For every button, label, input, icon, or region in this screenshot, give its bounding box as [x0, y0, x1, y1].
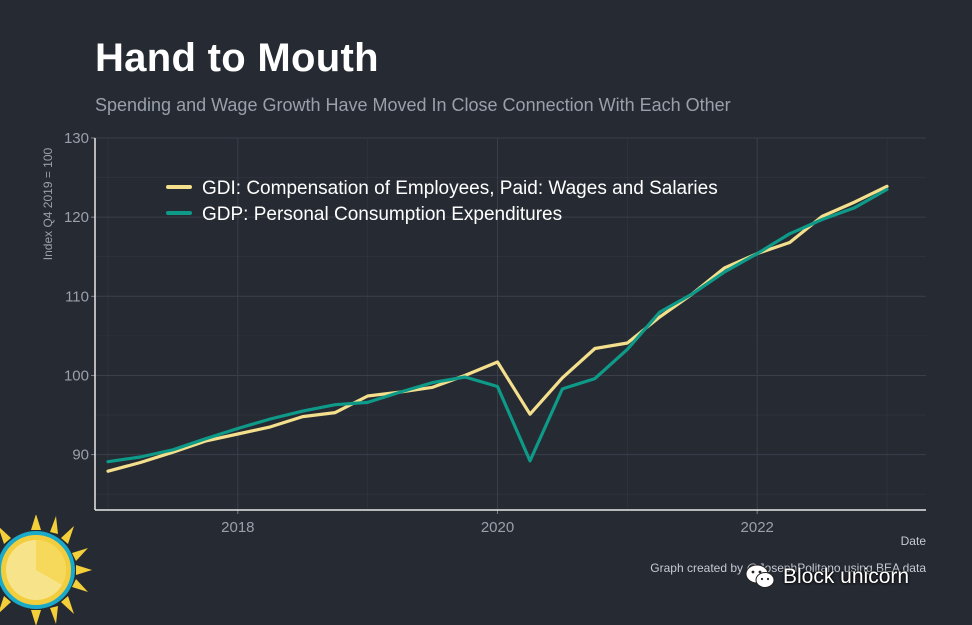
- chart-credit: Graph created by @JosephPolitano using B…: [650, 561, 926, 575]
- legend-label: GDI: Compensation of Employees, Paid: Wa…: [202, 178, 718, 199]
- y-tick-label: 100: [64, 367, 89, 384]
- y-tick-label: 120: [64, 209, 89, 226]
- wechat-icon: [745, 564, 775, 588]
- legend: GDI: Compensation of Employees, Paid: Wa…: [166, 178, 718, 225]
- watermark: Block unicorn: [745, 564, 909, 590]
- x-tick-label: 2022: [741, 519, 774, 536]
- axes: 90 100 110 120 130 2018 2020 2022 Index Q4 2019 …: [41, 130, 926, 548]
- series-lines: [106, 184, 889, 473]
- sun-logo-icon: [0, 515, 92, 625]
- y-tick-label: 90: [72, 447, 89, 464]
- x-tick-label: 2020: [481, 519, 514, 536]
- legend-label: GDP: Personal Consumption Expenditures: [202, 204, 562, 225]
- y-axis-label: Index Q4 2019 = 100: [41, 147, 55, 260]
- x-axis-label: Date: [901, 534, 927, 548]
- x-tick-label: 2018: [221, 519, 254, 536]
- chart-subtitle: Spending and Wage Growth Have Moved In C…: [95, 95, 731, 115]
- series-line-consumption: [106, 187, 889, 464]
- watermark-text: Block unicorn: [783, 565, 910, 588]
- y-tick-label: 110: [65, 288, 89, 305]
- chart-title: Hand to Mouth: [95, 36, 379, 80]
- y-tick-label: 130: [64, 130, 89, 147]
